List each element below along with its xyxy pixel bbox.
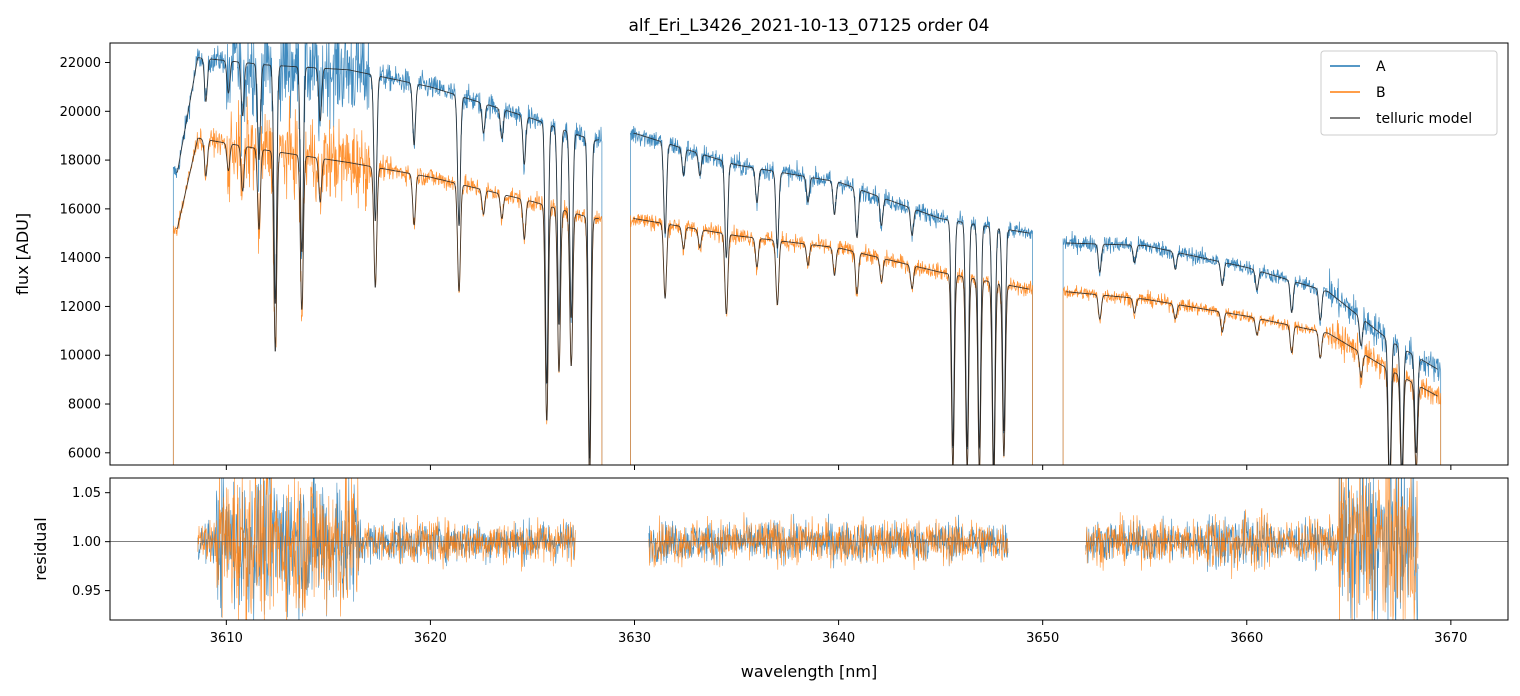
flux-y-tick-label: 12000 (60, 300, 101, 315)
residual-series-b-segment-1 (197, 478, 576, 620)
flux-y-axis: 6000 8000 10000 12000 14000 16000 18000 20000 22… (60, 56, 110, 461)
x-axis-label: wavelength [nm] (741, 662, 878, 681)
series-b-line-segment-1 (172, 95, 603, 465)
telluric-model-a-segment-1 (176, 57, 599, 459)
residual-y-tick-label: 1.05 (72, 486, 101, 501)
legend-entry-b: B (1376, 85, 1386, 101)
telluric-model-a-segment-3 (1066, 242, 1438, 465)
x-tick-label: 3630 (618, 631, 651, 646)
residual-panel: 0.95 1.00 1.05 3610 3620 3630 3640 3650 3660 367… (31, 477, 1509, 681)
residual-series-b-segment-2 (648, 512, 1009, 571)
residual-y-tick-label: 0.95 (72, 584, 101, 599)
flux-panel: 6000 8000 10000 12000 14000 16000 18000 20000 22… (13, 42, 1509, 470)
residual-panel-frame (109, 477, 1509, 621)
residual-plot-area (110, 478, 1508, 620)
residual-y-tick-label: 1.00 (72, 535, 101, 550)
x-tick-label: 3610 (210, 631, 243, 646)
x-tick-label: 3670 (1434, 631, 1467, 646)
residual-x-axis: 3610 3620 3630 3640 3650 3660 3670 (210, 620, 1467, 646)
flux-x-axis-ticks (225, 465, 1452, 470)
series-a-line-segment-3 (1062, 230, 1442, 465)
flux-plot-area (172, 43, 1442, 465)
x-tick-label: 3660 (1230, 631, 1263, 646)
flux-y-tick-label: 20000 (60, 105, 101, 120)
telluric-model-b-segment-3 (1066, 291, 1438, 465)
flux-y-tick-label: 18000 (60, 154, 101, 169)
flux-y-tick-label: 8000 (68, 398, 101, 413)
x-tick-label: 3620 (414, 631, 447, 646)
flux-y-tick-label: 14000 (60, 251, 101, 266)
telluric-model-b-segment-1 (176, 137, 599, 465)
flux-panel-frame (109, 42, 1509, 466)
x-tick-label: 3650 (1026, 631, 1059, 646)
residual-y-axis: 0.95 1.00 1.05 (72, 486, 110, 599)
x-tick-label: 3640 (822, 631, 855, 646)
flux-y-tick-label: 16000 (60, 202, 101, 217)
telluric-model-a-segment-2 (633, 132, 1030, 465)
flux-y-tick-label: 22000 (60, 56, 101, 71)
legend: A B telluric model (1320, 50, 1498, 136)
flux-y-tick-label: 10000 (60, 349, 101, 364)
residual-y-axis-label: residual (31, 517, 50, 580)
legend-entry-telluric-model: telluric model (1376, 111, 1472, 127)
chart-title: alf_Eri_L3426_2021-10-13_07125 order 04 (629, 16, 990, 36)
legend-box (1320, 50, 1498, 136)
flux-y-tick-label: 6000 (68, 446, 101, 461)
flux-y-axis-label: flux [ADU] (13, 213, 32, 295)
legend-entry-a: A (1376, 59, 1386, 75)
telluric-model-b-segment-2 (633, 218, 1030, 465)
